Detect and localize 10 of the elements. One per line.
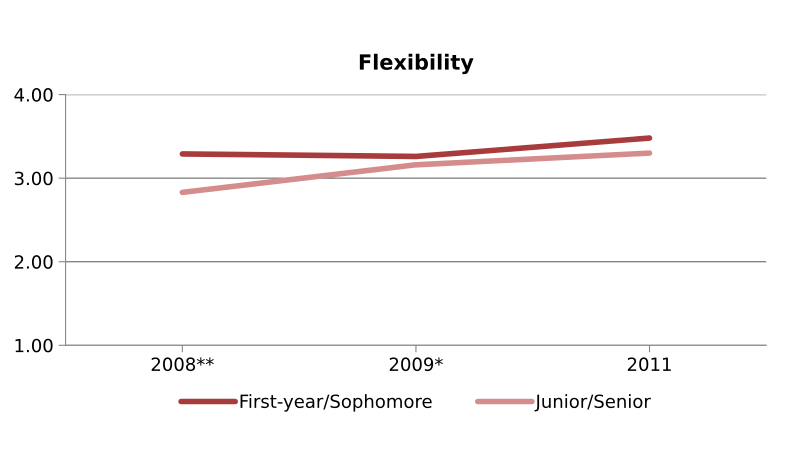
y-tick-label: 1.00 — [16, 338, 53, 352]
x-tick-label: 2008** — [152, 357, 214, 372]
y-tick-label: 4.00 — [14, 88, 53, 102]
y-tick-label: 3.00 — [14, 172, 53, 186]
y-tick-label: 2.00 — [14, 255, 53, 269]
legend-label: Junior/Senior — [534, 394, 651, 412]
chart-title: Flexibility — [360, 54, 474, 74]
x-tick-label: 2009* — [390, 357, 443, 372]
legend-label: First-year/Sophomore — [240, 394, 432, 412]
x-tick-label: 2011 — [628, 357, 671, 372]
